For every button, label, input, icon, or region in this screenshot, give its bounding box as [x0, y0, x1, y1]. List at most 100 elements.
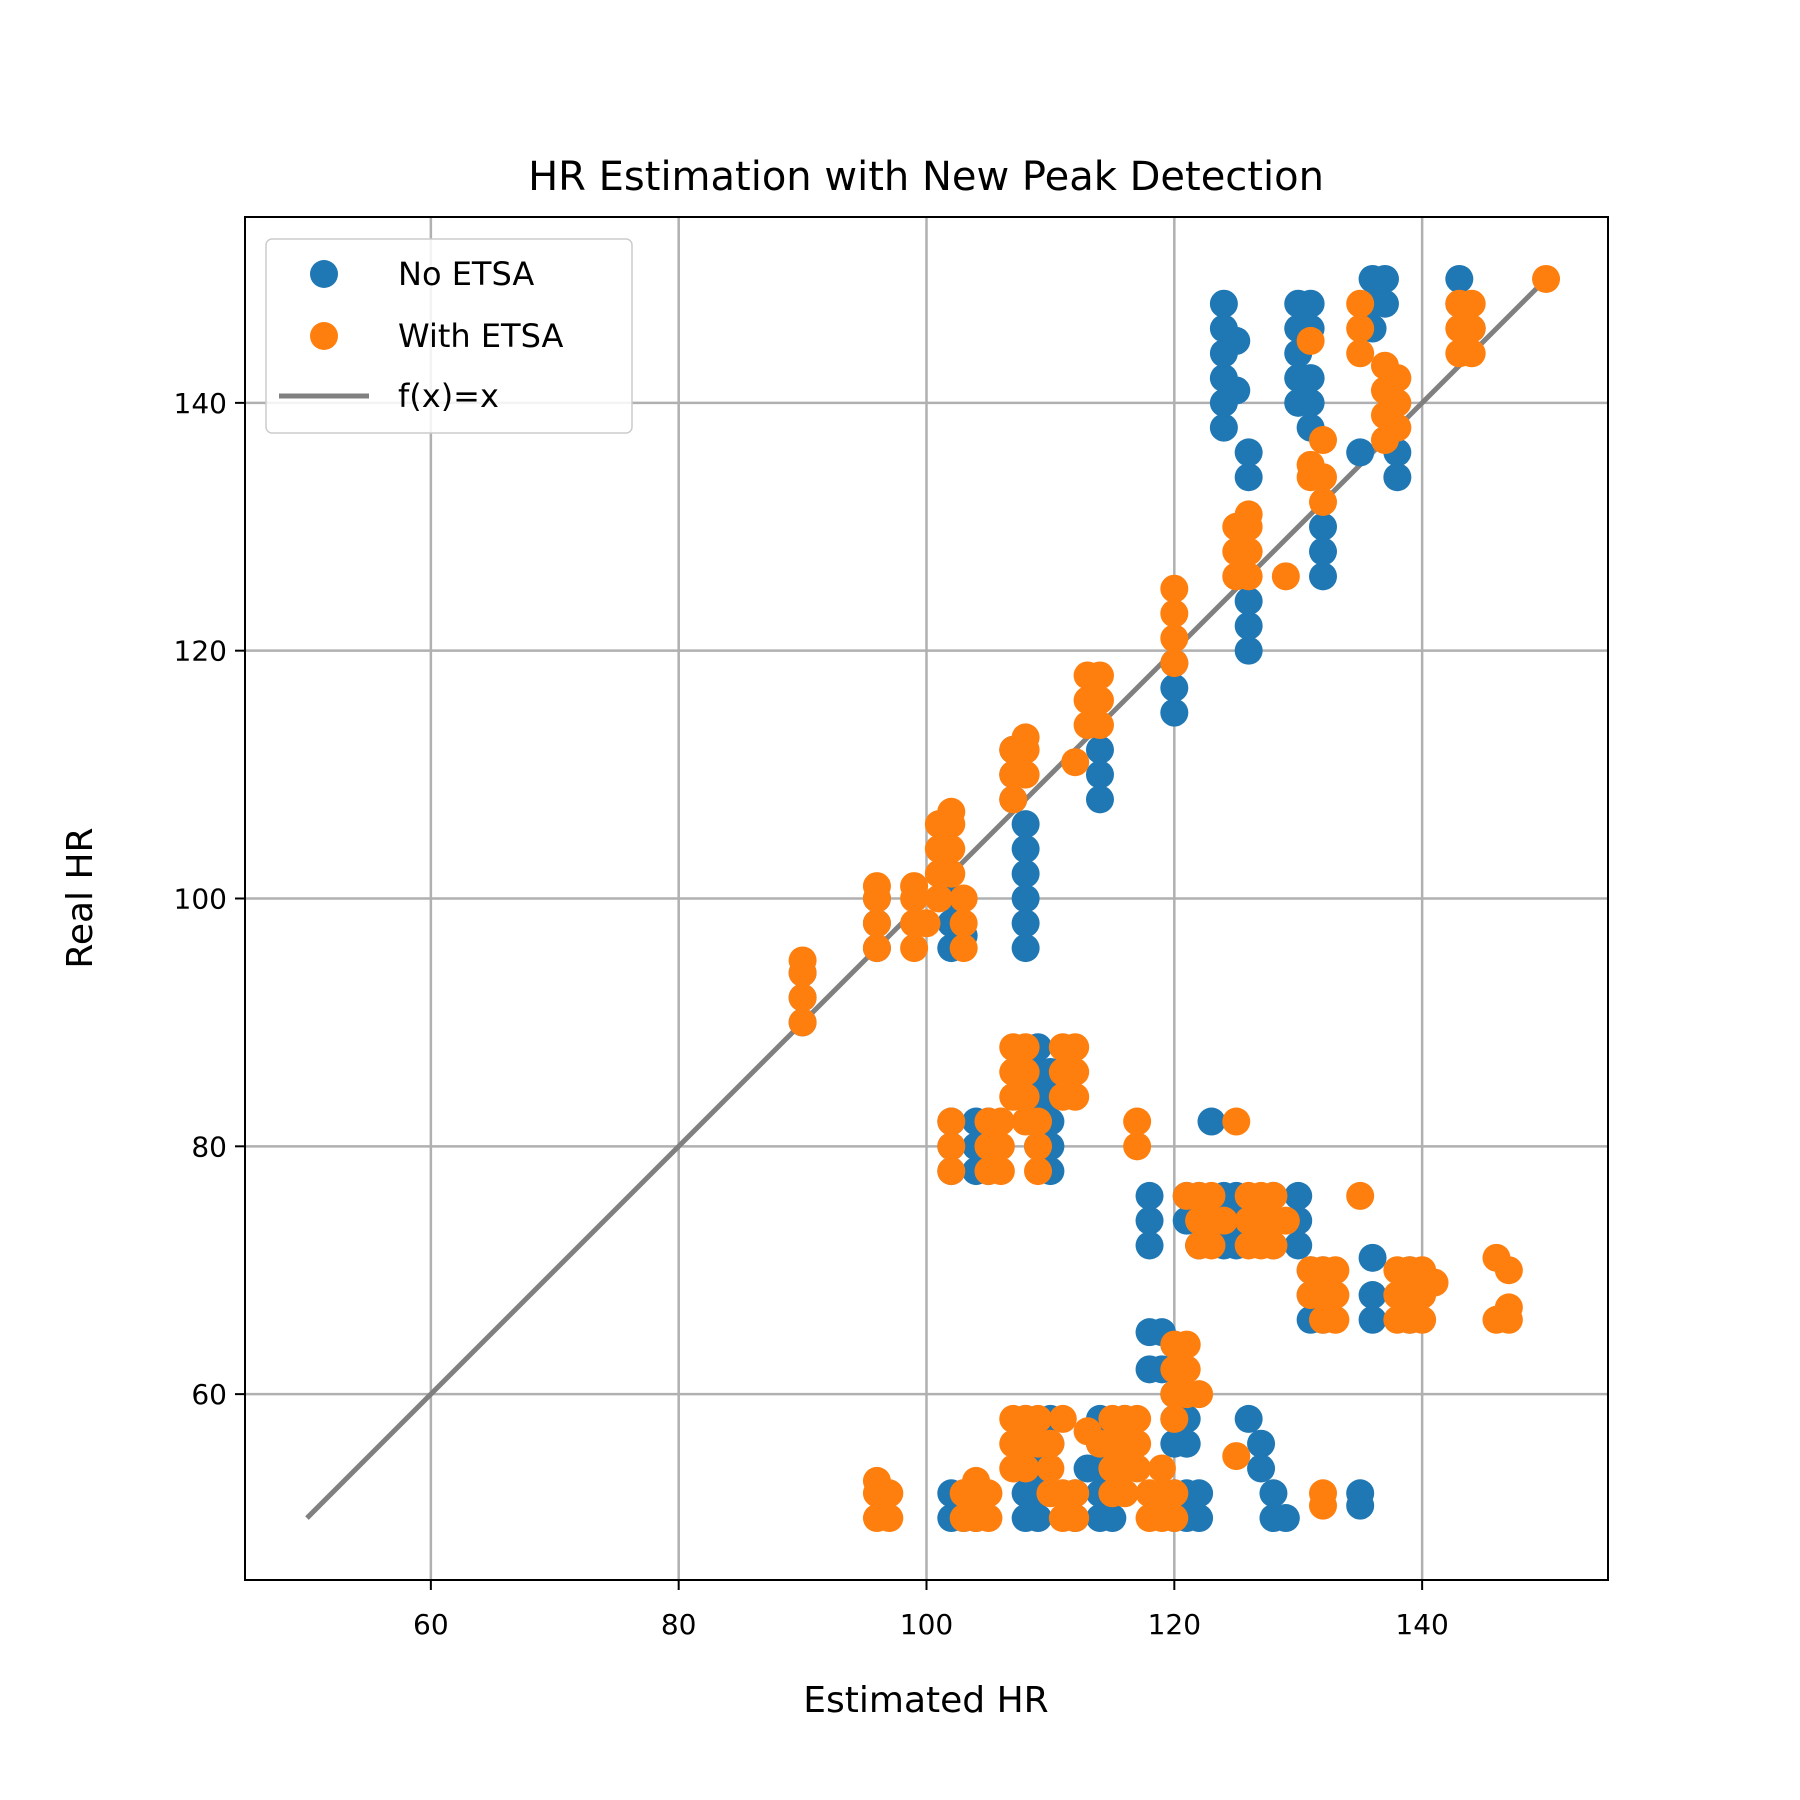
legend-box [265, 238, 633, 434]
with-etsa-point [986, 1132, 1015, 1161]
no-etsa-point [1234, 1404, 1263, 1433]
with-etsa-point [999, 785, 1028, 814]
with-etsa-point [937, 1107, 966, 1136]
no-etsa-point [1259, 1479, 1288, 1508]
y-tick-label-60: 60 [191, 1378, 227, 1411]
no-etsa-point [1222, 376, 1251, 405]
with-etsa-point [924, 884, 953, 913]
with-etsa-point [1234, 500, 1263, 529]
with-etsa-point [1309, 1479, 1338, 1508]
legend-marker-no-etsa [310, 260, 338, 288]
with-etsa-point [788, 983, 817, 1012]
with-etsa-point [1061, 748, 1090, 777]
legend: No ETSA With ETSA f(x)=x [265, 238, 633, 434]
no-etsa-point [1011, 909, 1040, 938]
with-etsa-point [862, 934, 891, 963]
with-etsa-point [1061, 1057, 1090, 1086]
with-etsa-point [1110, 1479, 1139, 1508]
no-etsa-point [1296, 388, 1325, 417]
with-etsa-point [900, 934, 929, 963]
with-etsa-point [1036, 1429, 1065, 1458]
no-etsa-point [1011, 859, 1040, 888]
no-etsa-point [1085, 760, 1114, 789]
with-etsa-point [1011, 1057, 1040, 1086]
legend-label-with-etsa: With ETSA [398, 317, 564, 355]
no-etsa-point [1296, 289, 1325, 318]
with-etsa-point [1383, 364, 1412, 393]
no-etsa-point [1185, 1504, 1214, 1533]
y-tick-label-100: 100 [174, 883, 227, 916]
with-etsa-point [1085, 711, 1114, 740]
with-etsa-point [1309, 426, 1338, 455]
with-etsa-point [1222, 1107, 1251, 1136]
no-etsa-point [1296, 364, 1325, 393]
with-etsa-point [1321, 1281, 1350, 1310]
with-etsa-point [986, 1157, 1015, 1186]
x-tick-label-100: 100 [900, 1608, 953, 1641]
no-etsa-point [1209, 289, 1238, 318]
no-etsa-point [1358, 1281, 1387, 1310]
legend-label-no-etsa: No ETSA [398, 255, 534, 293]
with-etsa-point [1085, 661, 1114, 690]
with-etsa-point [875, 1479, 904, 1508]
with-etsa-point [1123, 1107, 1152, 1136]
no-etsa-point [1160, 698, 1189, 727]
with-etsa-point [1172, 1330, 1201, 1359]
with-etsa-point [1160, 624, 1189, 653]
with-etsa-point [1024, 1157, 1053, 1186]
x-tick-label-140: 140 [1395, 1608, 1448, 1641]
x-axis-label: Estimated HR [803, 1680, 1048, 1721]
no-etsa-point [1247, 1429, 1276, 1458]
no-etsa-point [1234, 611, 1263, 640]
no-etsa-point [1284, 1231, 1313, 1260]
with-etsa-point [1061, 1504, 1090, 1533]
with-etsa-point [1494, 1256, 1523, 1285]
with-etsa-point [1309, 463, 1338, 492]
with-etsa-point [1160, 1404, 1189, 1433]
with-etsa-point [1011, 1082, 1040, 1111]
with-etsa-point [949, 909, 978, 938]
no-etsa-point [1085, 735, 1114, 764]
chart-title: HR Estimation with New Peak Detection [528, 154, 1324, 200]
no-etsa-point [1135, 1206, 1164, 1235]
no-etsa-point [1172, 1429, 1201, 1458]
no-etsa-point [1011, 834, 1040, 863]
no-etsa-point [1185, 1479, 1214, 1508]
with-etsa-point [1123, 1132, 1152, 1161]
no-etsa-point [1209, 413, 1238, 442]
with-etsa-point [1048, 1404, 1077, 1433]
no-etsa-point [1098, 1504, 1127, 1533]
x-tick-label-80: 80 [661, 1608, 697, 1641]
with-etsa-point [1123, 1454, 1152, 1483]
with-etsa-point [937, 834, 966, 863]
no-etsa-point [1011, 810, 1040, 839]
with-etsa-point [1160, 1504, 1189, 1533]
with-etsa-point [1011, 760, 1040, 789]
with-etsa-point [1532, 264, 1561, 293]
with-etsa-point [986, 1107, 1015, 1136]
with-etsa-point [1271, 562, 1300, 591]
with-etsa-point [1160, 574, 1189, 603]
with-etsa-point [937, 1157, 966, 1186]
legend-marker-with-etsa [310, 322, 338, 350]
no-etsa-point [1135, 1181, 1164, 1210]
with-etsa-points [788, 264, 1561, 1533]
legend-label-identity-line: f(x)=x [398, 377, 499, 415]
with-etsa-point [1011, 723, 1040, 752]
with-etsa-point [1346, 314, 1375, 343]
with-etsa-point [974, 1479, 1003, 1508]
with-etsa-point [1383, 413, 1412, 442]
with-etsa-point [1197, 1181, 1226, 1210]
no-etsa-point [1284, 1181, 1313, 1210]
with-etsa-point [1209, 1206, 1238, 1235]
with-etsa-point [1408, 1305, 1437, 1334]
no-etsa-point [1085, 785, 1114, 814]
y-axis-label: Real HR [60, 827, 101, 968]
with-etsa-point [1123, 1429, 1152, 1458]
no-etsa-point [1309, 562, 1338, 591]
no-etsa-point [1234, 463, 1263, 492]
no-etsa-point [1445, 264, 1474, 293]
no-etsa-point [1160, 673, 1189, 702]
no-etsa-point [1271, 1504, 1300, 1533]
